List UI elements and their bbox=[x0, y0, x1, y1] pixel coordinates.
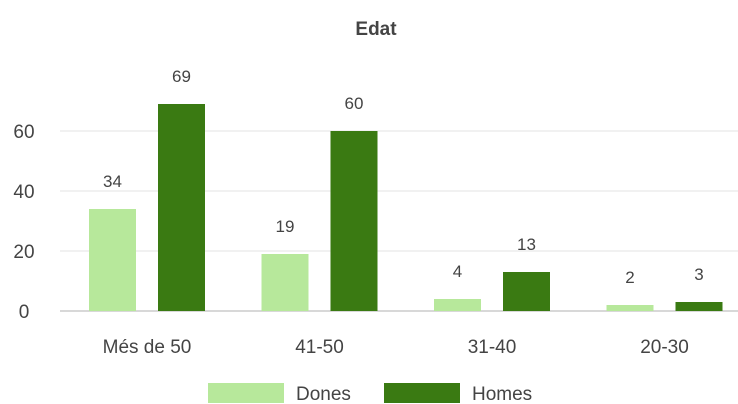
y-tick-label: 40 bbox=[13, 182, 34, 203]
legend-label-dones: Dones bbox=[296, 384, 351, 404]
data-label: 19 bbox=[276, 217, 295, 236]
data-label: 60 bbox=[345, 94, 364, 113]
bar-dones bbox=[89, 209, 136, 311]
legend-swatch-dones bbox=[208, 383, 284, 403]
bar-dones bbox=[261, 254, 309, 311]
data-label: 34 bbox=[103, 172, 122, 191]
data-label: 4 bbox=[453, 262, 462, 281]
data-label: 2 bbox=[625, 268, 634, 287]
legend-label-homes: Homes bbox=[472, 384, 532, 404]
legend: Dones Homes bbox=[208, 383, 532, 404]
legend-swatch-homes bbox=[384, 383, 460, 403]
x-category-label: 31-40 bbox=[468, 337, 517, 358]
x-category-label: 41-50 bbox=[295, 337, 344, 358]
x-axis-categories: Més de 50 41-50 31-40 20-30 bbox=[103, 337, 689, 358]
data-label: 69 bbox=[172, 67, 191, 86]
y-tick-label: 0 bbox=[19, 302, 30, 323]
y-tick-label: 60 bbox=[13, 122, 34, 143]
y-tick-label: 20 bbox=[13, 242, 34, 263]
y-axis-ticks: 0 20 40 60 bbox=[13, 122, 34, 323]
data-label: 13 bbox=[517, 235, 536, 254]
bar-homes bbox=[330, 131, 378, 311]
bar-dones bbox=[434, 299, 481, 311]
bar-homes bbox=[675, 302, 723, 311]
x-category-label: Més de 50 bbox=[103, 337, 192, 358]
bar-dones bbox=[606, 305, 654, 311]
x-category-label: 20-30 bbox=[640, 337, 689, 358]
bar-homes bbox=[503, 272, 550, 311]
bars bbox=[89, 104, 723, 311]
chart-title: Edat bbox=[355, 19, 397, 40]
data-label: 3 bbox=[694, 265, 703, 284]
data-labels: 34 69 19 60 4 13 2 3 bbox=[103, 67, 704, 287]
bar-homes bbox=[158, 104, 205, 311]
